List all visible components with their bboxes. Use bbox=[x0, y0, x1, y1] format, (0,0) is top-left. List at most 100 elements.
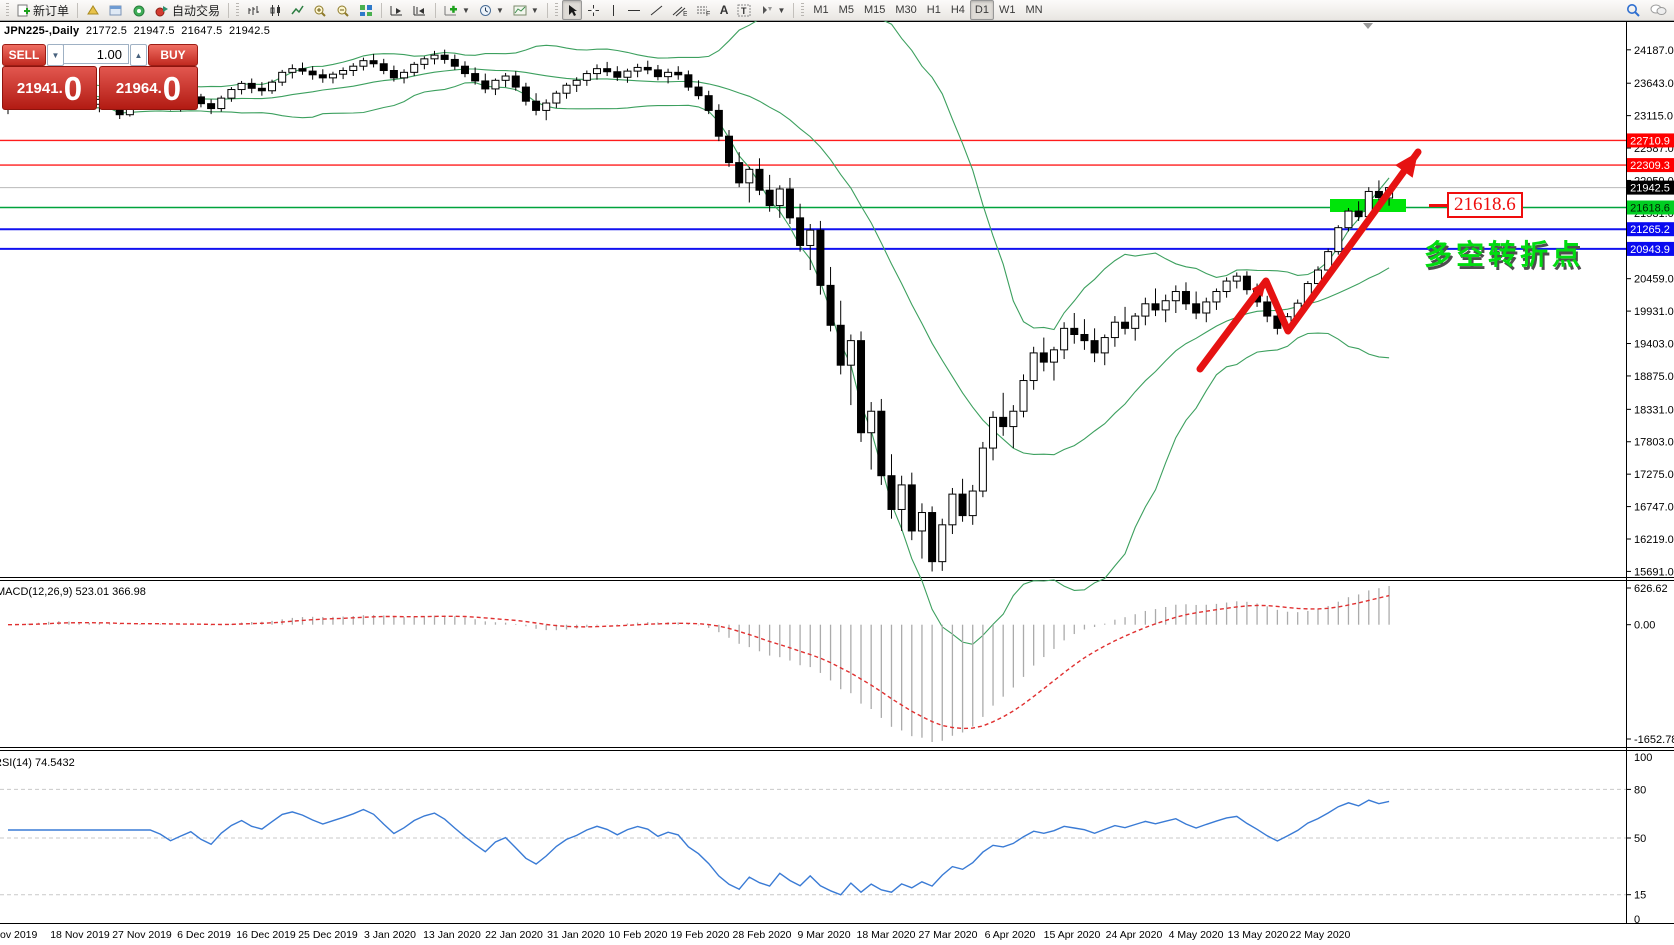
candle bbox=[1151, 303, 1160, 311]
chart-shift-marker[interactable] bbox=[1363, 23, 1373, 29]
candle bbox=[643, 66, 652, 71]
price-axis[interactable]: 24187.023643.023115.022587.022059.021531… bbox=[1626, 45, 1674, 579]
candle bbox=[704, 95, 713, 111]
vertical-line-tool-button[interactable] bbox=[605, 0, 622, 20]
horizontal-line-tool-button[interactable] bbox=[623, 0, 645, 20]
line-chart-button[interactable] bbox=[287, 0, 308, 20]
candle bbox=[958, 493, 967, 517]
candle bbox=[1161, 300, 1170, 311]
chart-shift-button[interactable] bbox=[409, 0, 431, 20]
new-order-button[interactable]: 新订单 bbox=[13, 0, 73, 20]
candle bbox=[511, 75, 520, 88]
fibonacci-tool-button[interactable]: F bbox=[692, 0, 715, 20]
zoom-out-button[interactable] bbox=[332, 0, 354, 20]
toolbar-separator bbox=[77, 2, 79, 18]
toolbar-separator bbox=[435, 2, 437, 18]
templates-dropdown[interactable]: ▼ bbox=[509, 0, 543, 20]
timeframe-button-m1[interactable]: M1 bbox=[813, 4, 829, 16]
svg-text:T: T bbox=[741, 6, 747, 16]
timeframe-button-h1[interactable]: H1 bbox=[926, 4, 941, 16]
candle bbox=[1060, 327, 1069, 351]
timeframe-button-m30[interactable]: M30 bbox=[895, 4, 917, 16]
volume-input[interactable]: 1.00 bbox=[63, 44, 129, 64]
candle bbox=[328, 73, 337, 79]
price-badge-text: 22710.9 bbox=[1630, 135, 1670, 147]
macd-axis-tick: 626.62 bbox=[1634, 583, 1668, 595]
auto-trading-button[interactable]: 自动交易 bbox=[151, 0, 224, 20]
crosshair-tool-button[interactable] bbox=[583, 0, 604, 20]
candle bbox=[430, 54, 439, 60]
candle bbox=[1009, 410, 1018, 428]
signals-button[interactable] bbox=[128, 0, 150, 20]
cursor-tool-button[interactable] bbox=[561, 0, 582, 20]
tile-windows-button[interactable] bbox=[355, 0, 377, 20]
symbol-period: JPN225-,Daily bbox=[4, 25, 80, 37]
price-tick: 19931.0 bbox=[1634, 306, 1674, 318]
bar-chart-button[interactable] bbox=[243, 0, 264, 20]
toolbar-grip[interactable] bbox=[236, 3, 240, 17]
sell-button[interactable]: SELL bbox=[2, 44, 46, 66]
candle bbox=[1131, 315, 1140, 329]
rsi-axis-tick: 0 bbox=[1634, 914, 1640, 926]
timeframe-button-d1[interactable]: D1 bbox=[969, 0, 994, 20]
trend-arrow-head bbox=[1395, 152, 1418, 178]
market-watch-button[interactable] bbox=[105, 0, 127, 20]
rsi-axis-tick: 80 bbox=[1634, 784, 1646, 796]
price-tick: 19403.0 bbox=[1634, 339, 1674, 351]
candle bbox=[714, 109, 723, 137]
candle bbox=[755, 168, 764, 191]
indicators-dropdown[interactable]: ▼ bbox=[440, 0, 474, 20]
candle bbox=[532, 100, 541, 111]
zoom-in-button[interactable] bbox=[309, 0, 331, 20]
timeframe-button-h4[interactable]: H4 bbox=[950, 4, 965, 16]
chat-button[interactable] bbox=[1646, 0, 1671, 20]
sell-price-display[interactable]: 21941. 0 bbox=[2, 66, 97, 110]
timeframe-button-m5[interactable]: M5 bbox=[838, 4, 854, 16]
toolbar-grip[interactable] bbox=[554, 3, 558, 17]
toolbar-grip[interactable] bbox=[6, 3, 9, 17]
arrows-shapes-dropdown[interactable]: ▼ bbox=[756, 0, 789, 20]
candle bbox=[836, 324, 845, 366]
candle bbox=[217, 97, 226, 110]
timeframe-button-mn[interactable]: MN bbox=[1025, 4, 1043, 16]
candle bbox=[917, 512, 926, 532]
volume-decrease-button[interactable]: ▼ bbox=[47, 44, 64, 66]
text-label-tool-button[interactable]: T bbox=[733, 0, 755, 20]
metaeditor-button[interactable] bbox=[82, 0, 104, 20]
timeframe-button-m15[interactable]: M15 bbox=[863, 4, 886, 16]
toolbar-grip[interactable] bbox=[801, 3, 805, 17]
price-badge-22710.9 bbox=[1627, 133, 1674, 148]
buy-button[interactable]: BUY bbox=[148, 44, 198, 66]
text-tool-button[interactable]: A bbox=[719, 3, 729, 17]
turning-point-note[interactable]: 多空转折点 bbox=[1424, 239, 1585, 270]
candle bbox=[1181, 291, 1190, 305]
trend-arrow[interactable] bbox=[1196, 148, 1422, 373]
trendline-tool-button[interactable] bbox=[646, 0, 667, 20]
date-tick: 28 Feb 2020 bbox=[733, 929, 792, 941]
candlestick-chart-button[interactable] bbox=[265, 0, 286, 20]
support-price-label[interactable]: 21618.6 bbox=[1447, 192, 1523, 218]
candle bbox=[1110, 321, 1119, 339]
date-tick: 18 Mar 2020 bbox=[857, 929, 916, 941]
candle bbox=[389, 70, 398, 79]
candle bbox=[1222, 280, 1231, 293]
candle bbox=[623, 70, 632, 78]
buy-price-display[interactable]: 21964. 0 bbox=[99, 66, 198, 110]
volume-increase-button[interactable]: ▲ bbox=[130, 44, 147, 66]
candle bbox=[379, 63, 388, 72]
date-tick: 13 Jan 2020 bbox=[423, 929, 481, 941]
toolbar-separator bbox=[228, 2, 230, 18]
periods-dropdown[interactable]: ▼ bbox=[475, 0, 508, 20]
auto-scroll-button[interactable] bbox=[386, 0, 408, 20]
equidistant-channel-tool-button[interactable]: E bbox=[668, 0, 691, 20]
date-tick: 27 Nov 2019 bbox=[112, 929, 172, 941]
timeframe-button-w1[interactable]: W1 bbox=[998, 4, 1016, 16]
candle bbox=[1039, 352, 1048, 363]
candle bbox=[806, 229, 815, 246]
price-badge-22309.3 bbox=[1627, 158, 1674, 173]
price-badge-21265.2 bbox=[1627, 222, 1674, 237]
search-button[interactable] bbox=[1622, 0, 1645, 20]
candle bbox=[592, 68, 601, 75]
price-tick: 16219.0 bbox=[1634, 534, 1674, 546]
candlestick-series bbox=[4, 49, 1394, 572]
